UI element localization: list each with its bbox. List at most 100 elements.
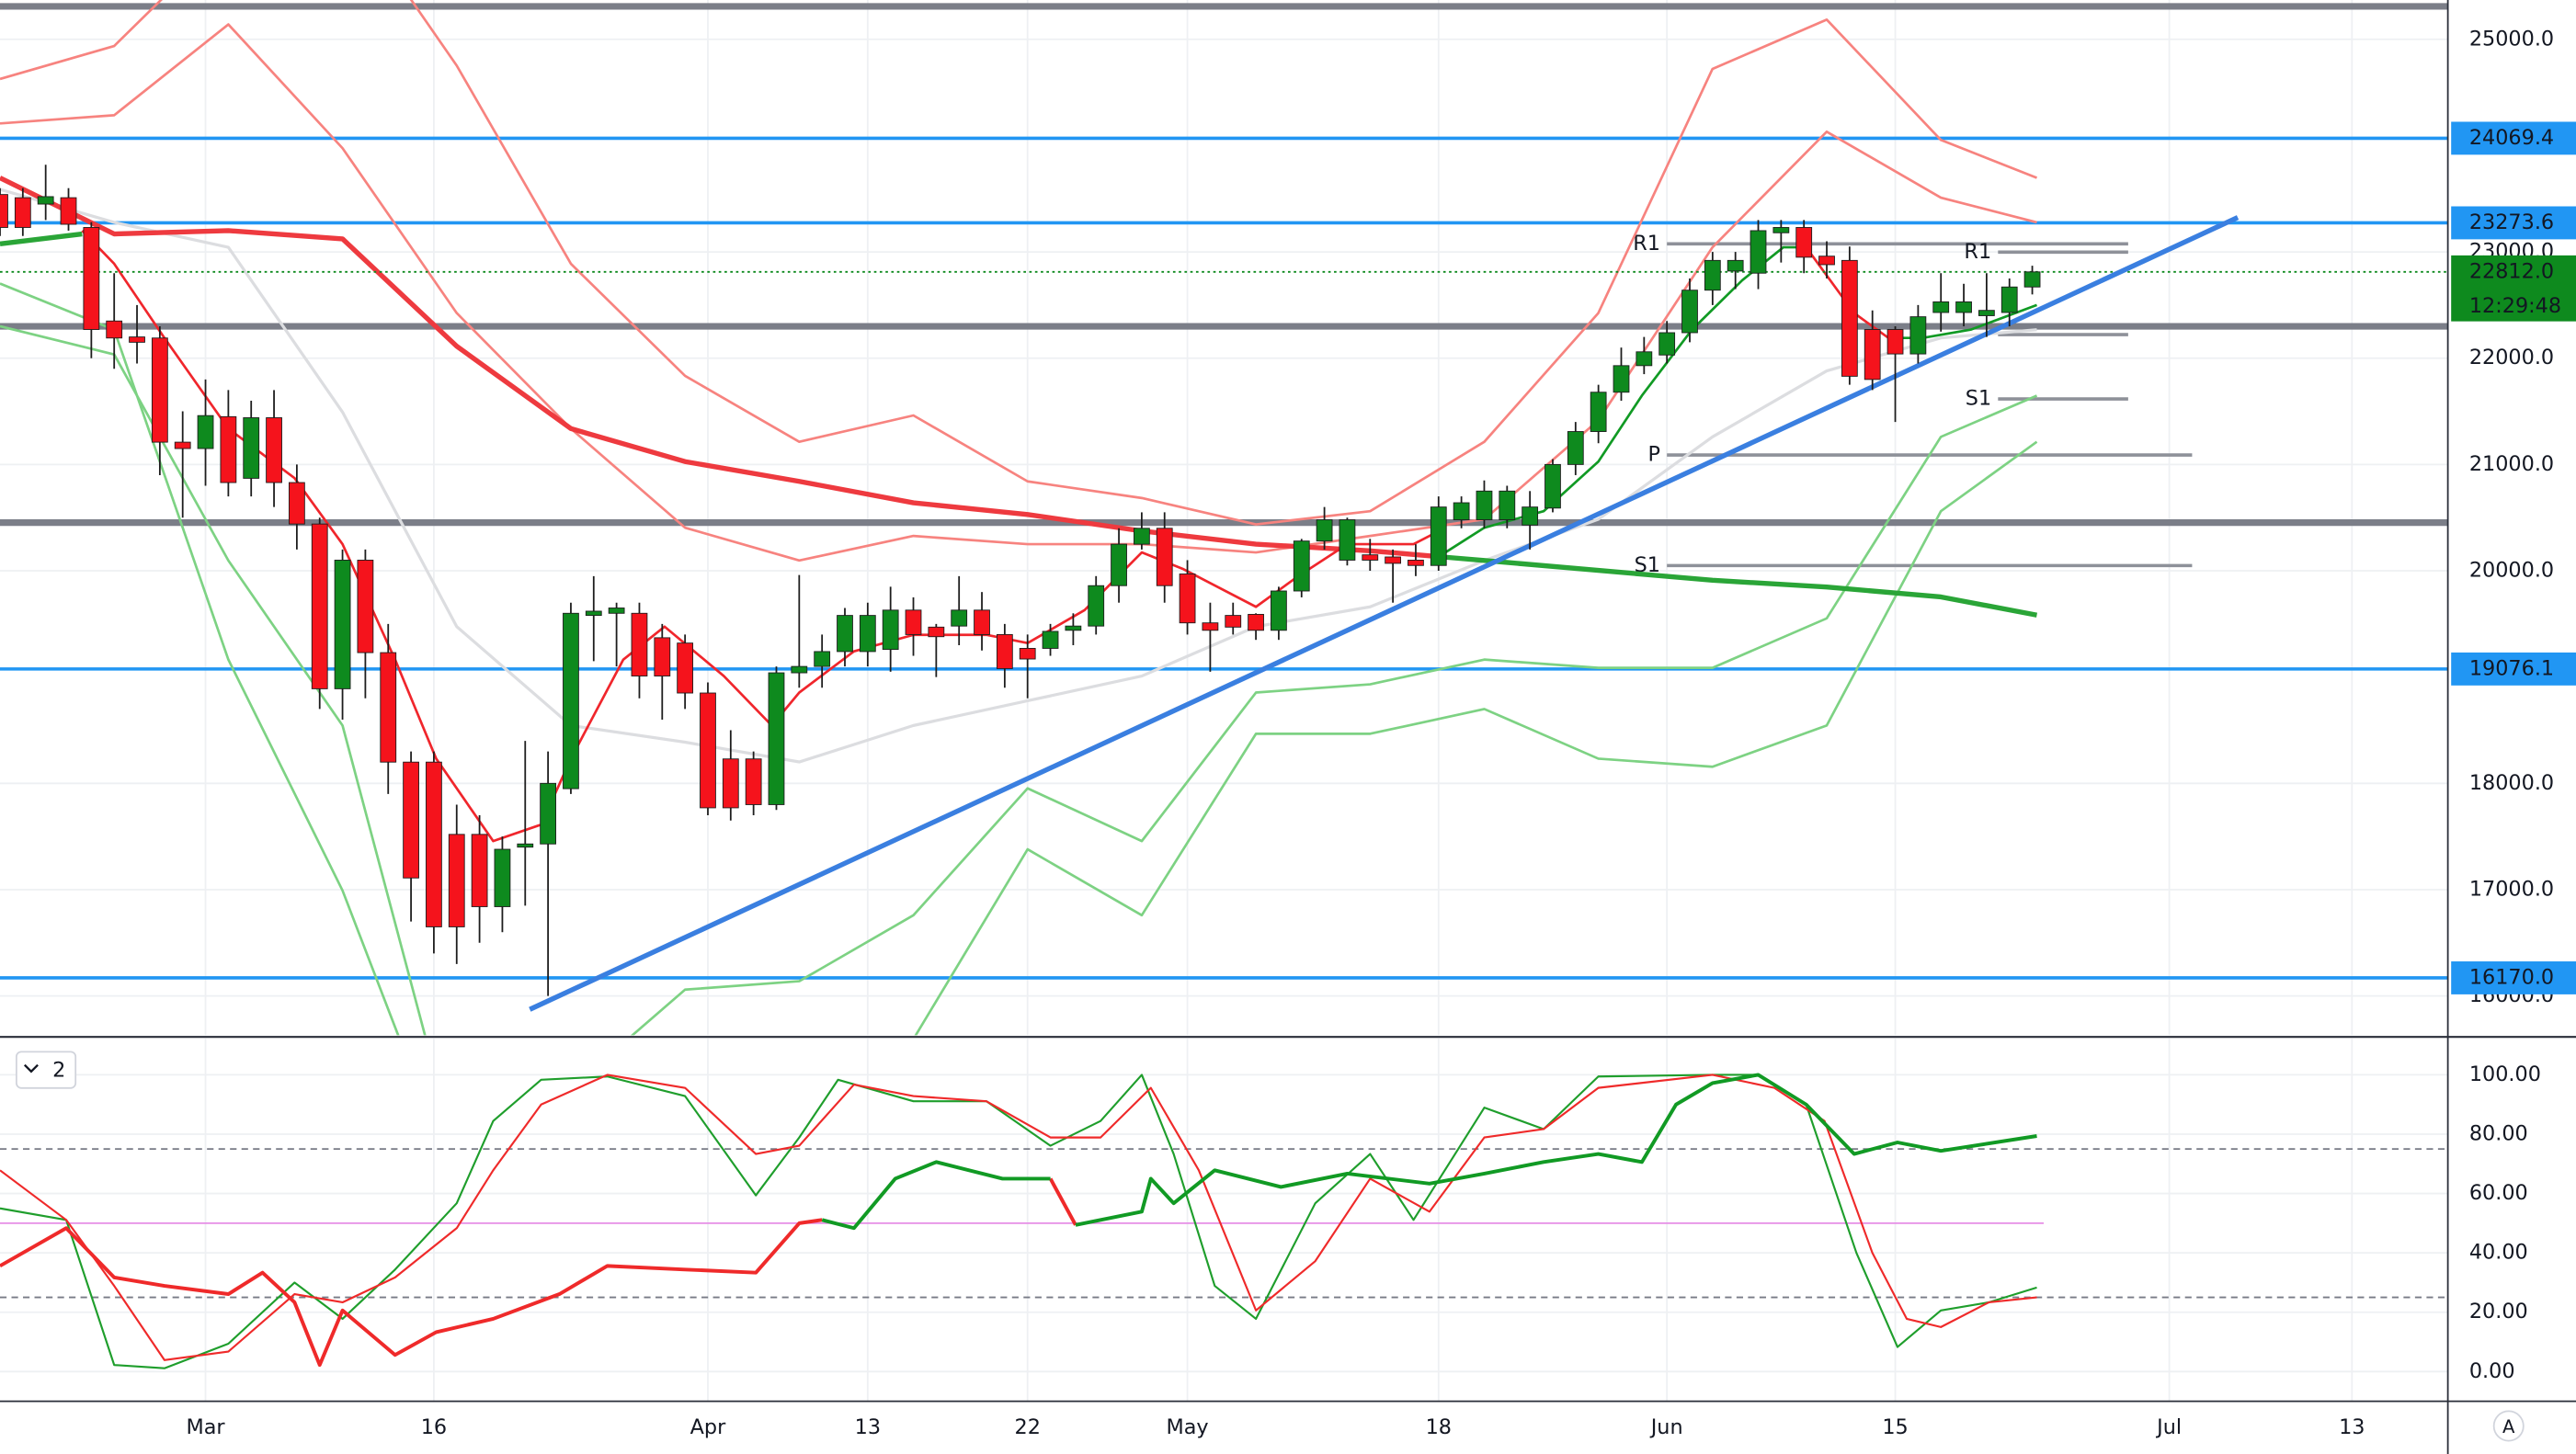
candle-body <box>1042 630 1059 649</box>
indicator-line <box>1444 554 2038 618</box>
candle-body <box>1453 502 1470 520</box>
auto-scale-button[interactable] <box>2492 1410 2525 1442</box>
candle-body <box>1499 490 1516 520</box>
candle-body <box>631 612 648 676</box>
candle-body <box>1111 543 1127 586</box>
oscillator-line <box>0 1073 2037 1361</box>
y-tick-label: 100.00 <box>2469 1062 2541 1086</box>
candle-body <box>585 610 602 617</box>
x-tick-label: 18 <box>1426 1415 1452 1439</box>
x-tick-label: Jul <box>2155 1415 2182 1439</box>
y-tick-label: 17000.0 <box>2469 877 2554 901</box>
level-price-label: 24069.4 <box>2469 126 2554 150</box>
x-tick-label: 13 <box>2339 1415 2365 1439</box>
chevron <box>23 1063 39 1073</box>
candle-body <box>1704 259 1721 291</box>
indicator-line <box>0 187 2037 764</box>
indicator-line <box>0 0 2038 526</box>
candle-body <box>220 415 237 483</box>
candle-body <box>791 665 808 674</box>
pivot-label: R1 <box>1964 240 1991 264</box>
legend-label: 2 <box>52 1058 65 1082</box>
candle-body <box>494 848 511 907</box>
candle-body <box>1590 392 1607 432</box>
candle-body <box>1316 519 1333 542</box>
candle-body <box>2000 286 2018 313</box>
candle-body <box>974 609 990 635</box>
candle-body <box>243 417 260 479</box>
candle-body <box>1225 615 1242 628</box>
y-tick-label: 40.00 <box>2469 1241 2528 1265</box>
legend-box[interactable] <box>15 1051 77 1089</box>
x-tick-label: 22 <box>1015 1415 1041 1439</box>
candle-body <box>563 612 579 789</box>
candle-body <box>426 761 442 927</box>
candle-body <box>334 560 351 689</box>
candle-body <box>1156 528 1173 586</box>
candle-body <box>1339 519 1356 561</box>
level-price-box <box>2451 206 2576 240</box>
candle-body <box>722 758 739 809</box>
candle-body <box>1544 463 1561 509</box>
x-tick-label: 15 <box>1882 1415 1908 1439</box>
level-price-box <box>2451 121 2576 155</box>
indicator-line <box>0 176 1446 560</box>
candle-body <box>540 782 556 845</box>
y-tick-label: 20000.0 <box>2469 559 2554 583</box>
last-price-box <box>2451 255 2576 322</box>
candle-body <box>448 834 465 927</box>
indicator-line <box>0 231 83 246</box>
level-price-box <box>2451 961 2576 994</box>
candle-body <box>905 609 922 635</box>
y-tick-label: 0.00 <box>2469 1359 2515 1383</box>
x-tick-label: Jun <box>1649 1415 1683 1439</box>
pivot-label: P <box>1648 443 1660 467</box>
candle-body <box>1886 329 1904 355</box>
auto-scale-label: A <box>2502 1416 2515 1437</box>
candle-body <box>1567 431 1584 465</box>
candle-body <box>129 336 145 343</box>
candle-body <box>380 652 397 763</box>
level-price-label: 23273.6 <box>2469 210 2554 234</box>
last-price-label: 22812.0 <box>2469 259 2554 283</box>
candle-body <box>357 560 374 653</box>
candle-body <box>1932 301 1950 313</box>
candle-body <box>1248 613 1264 631</box>
y-tick-label: 21000.0 <box>2469 452 2554 476</box>
candle-body <box>1636 351 1653 367</box>
candle-body <box>1772 227 1790 233</box>
candle-body <box>1864 329 1881 381</box>
pane-legend[interactable]: 2 <box>15 1051 77 1089</box>
y-tick-label: 20.00 <box>2469 1300 2528 1323</box>
candle-body <box>1385 556 1401 564</box>
candle-body <box>951 609 968 627</box>
candle-body <box>1909 316 1927 355</box>
candle-body <box>1750 230 1767 274</box>
countdown-timer: 12:29:48 <box>2469 294 2561 318</box>
candle-body <box>677 642 694 694</box>
candle-body <box>1408 560 1424 566</box>
axes: Mar 16 Apr 13 22 May 18 Jun 15 Jul 1325000.023000.… <box>186 27 2576 1439</box>
candle-body <box>1613 365 1630 393</box>
level-price-box <box>2451 652 2576 686</box>
candle-body <box>517 843 534 848</box>
candle-body <box>768 672 785 805</box>
candle-body <box>83 227 100 330</box>
pivot-label: R1 <box>1633 232 1660 256</box>
candle-body <box>266 417 282 483</box>
candle-body <box>1362 554 1379 561</box>
indicator-line <box>1888 303 2037 340</box>
candle-body <box>1818 256 1835 266</box>
candle-body <box>197 415 214 449</box>
indicator-line <box>81 229 1446 843</box>
candle-body <box>837 615 853 653</box>
candle-body <box>37 196 54 205</box>
oscillator-line <box>821 1160 1051 1231</box>
y-tick-label: 22000.0 <box>2469 346 2554 369</box>
candle-body <box>14 197 31 228</box>
candle-body <box>1658 332 1676 356</box>
oscillator-line <box>1075 1073 2037 1227</box>
candle-body <box>1476 490 1493 520</box>
candle-body <box>151 337 168 443</box>
